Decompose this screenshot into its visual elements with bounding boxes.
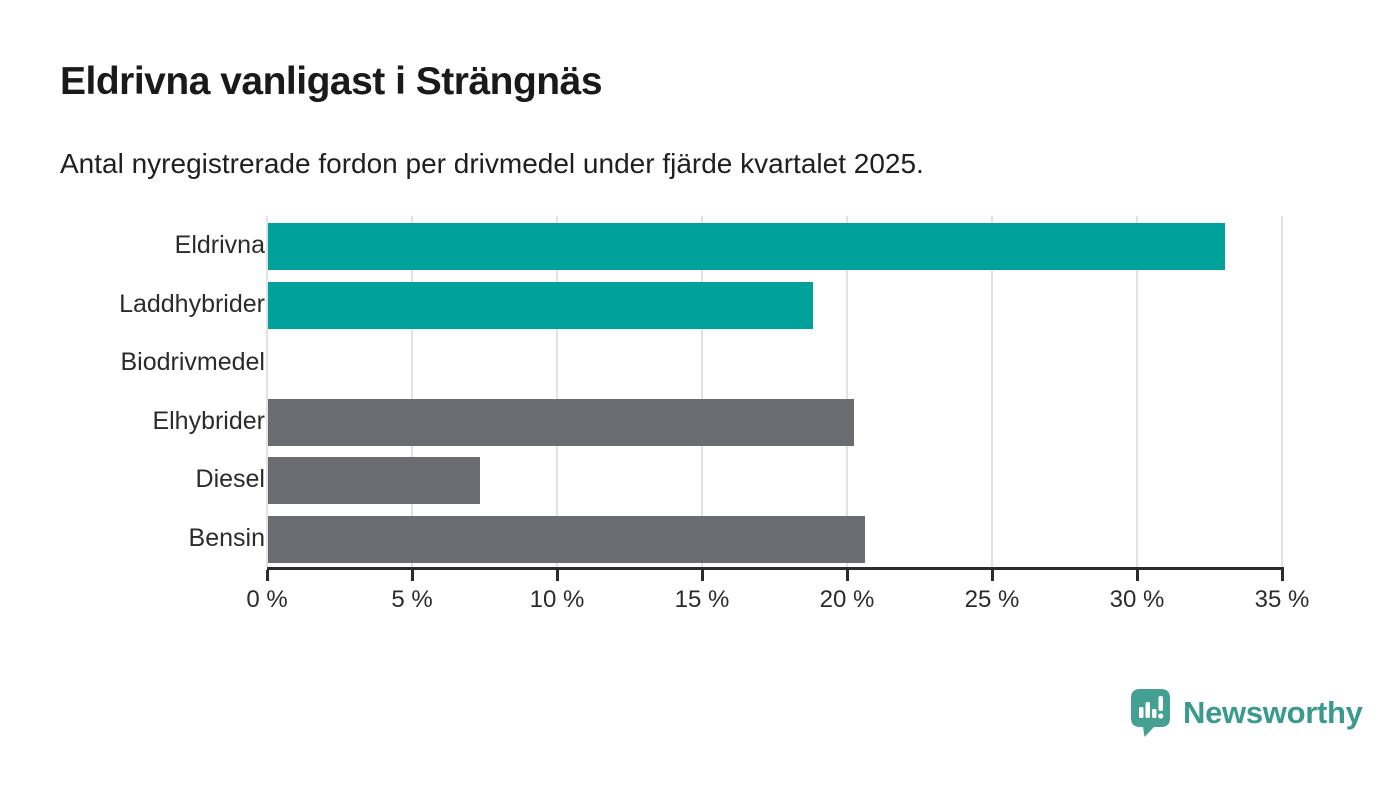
- x-axis-line: [267, 567, 1284, 570]
- tick-label-15: 15 %: [674, 586, 730, 613]
- bar-row-biodrivmedel: Biodrivmedel: [120, 333, 1282, 392]
- page-title: Eldrivna vanligast i Strängnäs: [60, 60, 603, 103]
- tick-mark-10: [556, 570, 559, 581]
- tick-mark-35: [1281, 570, 1284, 581]
- tick-mark-25: [991, 570, 994, 581]
- gridline-30: [1136, 216, 1138, 567]
- plot-area: Eldrivna Laddhybrider Biodrivmedel Elhybrid…: [119, 216, 1309, 613]
- tick-label-35: 35 %: [1254, 586, 1310, 613]
- newsworthy-bubble-chart-icon: [1130, 688, 1171, 738]
- bar-laddhybrider: [268, 281, 814, 329]
- gridline-25: [991, 216, 993, 567]
- tick-label-20: 20 %: [819, 586, 875, 613]
- category-label-elhybrider: Elhybrider: [152, 406, 265, 435]
- tick-mark-15: [701, 570, 704, 581]
- bar-eldrivna: [268, 223, 1225, 270]
- bar-row-diesel: Diesel: [196, 450, 1282, 509]
- gridline-5: [411, 216, 413, 567]
- gridline-15: [701, 216, 703, 567]
- newsworthy-logo-text: Newsworthy: [1183, 695, 1363, 730]
- tick-label-10: 10 %: [529, 586, 585, 613]
- category-label-eldrivna: Eldrivna: [174, 231, 265, 259]
- tick-mark-30: [1136, 570, 1139, 581]
- bar-bensin: [268, 515, 866, 563]
- bar-row-elhybrider: Elhybrider: [152, 392, 1282, 451]
- gridline-10: [556, 216, 558, 567]
- bars-layer: Eldrivna Laddhybrider Biodrivmedel Elhybrid…: [119, 216, 1282, 568]
- tick-label-30: 30 %: [1109, 586, 1165, 613]
- gridline-0: [266, 216, 268, 567]
- newsworthy-logo: Newsworthy: [1130, 688, 1363, 738]
- bar-row-eldrivna: Eldrivna: [175, 216, 1282, 275]
- category-label-diesel: Diesel: [195, 465, 265, 493]
- tick-mark-5: [411, 570, 414, 581]
- tick-mark-0: [266, 570, 269, 581]
- category-label-laddhybrider: Laddhybrider: [119, 289, 265, 318]
- gridline-35: [1281, 216, 1283, 567]
- tick-label-0: 0 %: [246, 586, 288, 613]
- bar-row-bensin: Bensin: [189, 509, 1282, 568]
- tick-mark-20: [846, 570, 849, 581]
- chart-subtitle: Antal nyregistrerade fordon per drivmede…: [60, 148, 924, 179]
- tick-label-25: 25 %: [964, 586, 1020, 613]
- bar-elhybrider: [268, 398, 854, 446]
- tick-label-5: 5 %: [391, 586, 433, 613]
- category-label-bensin: Bensin: [188, 523, 265, 552]
- bar-row-laddhybrider: Laddhybrider: [119, 275, 1282, 334]
- category-label-biodrivmedel: Biodrivmedel: [120, 348, 265, 376]
- gridline-20: [846, 216, 848, 567]
- bar-diesel: [268, 457, 480, 504]
